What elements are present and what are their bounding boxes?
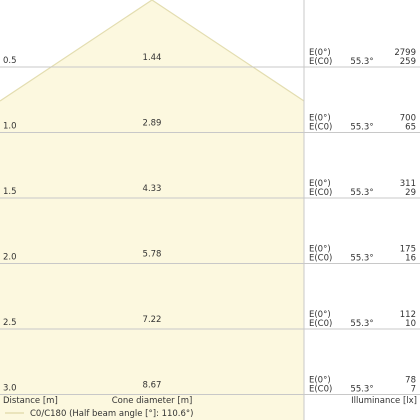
e0-label: E(0°) [309, 48, 331, 58]
cone-diameter-label: 8.67 [143, 381, 162, 391]
ec0-label: E(C0) [309, 123, 332, 133]
cone-diameter-label: 4.33 [143, 184, 162, 194]
illuminance-e0-value: 2799 [394, 48, 416, 58]
angle-label: 55.3° [350, 254, 373, 264]
ec0-label: E(C0) [309, 319, 332, 329]
angle-label: 55.3° [350, 57, 373, 67]
illuminance-e0-value: 175 [400, 245, 416, 255]
row-3.0: 3.0 8.67 E(0°)E(C0) 55.3° 787 [0, 376, 420, 395]
cone-fill [0, 0, 305, 420]
distance-label: 0.5 [3, 56, 17, 66]
distance-label: 1.0 [3, 122, 17, 132]
distance-axis-label: Distance [m] [3, 396, 58, 406]
illuminance-e0-value: 112 [400, 310, 416, 320]
illuminance-ec0-value: 7 [411, 385, 416, 395]
axis-labels: Distance [m] Cone diameter [m] Illuminan… [3, 396, 417, 406]
illuminance-ec0-value: 65 [405, 123, 416, 133]
distance-label: 1.5 [3, 187, 17, 197]
ec0-label: E(C0) [309, 188, 332, 198]
ec0-label: E(C0) [309, 385, 332, 395]
distance-label: 2.5 [3, 318, 17, 328]
ec0-label: E(C0) [309, 57, 332, 67]
e0-label: E(0°) [309, 376, 331, 386]
cone-diameter-label: 1.44 [143, 53, 162, 63]
distance-label: 2.0 [3, 253, 17, 263]
illuminance-ec0-value: 10 [405, 319, 416, 329]
distance-label: 3.0 [3, 384, 17, 394]
illuminance-ec0-value: 259 [400, 57, 416, 67]
angle-label: 55.3° [350, 123, 373, 133]
ec0-label: E(C0) [309, 254, 332, 264]
e0-label: E(0°) [309, 245, 331, 255]
e0-label: E(0°) [309, 179, 331, 189]
e0-label: E(0°) [309, 114, 331, 124]
illuminance-axis-label: Illuminance [lx] [351, 396, 417, 406]
e0-label: E(0°) [309, 310, 331, 320]
angle-label: 55.3° [350, 385, 373, 395]
legend: C0/C180 (Half beam angle [°]: 110.6°) [5, 409, 194, 419]
diameter-axis-label: Cone diameter [m] [112, 396, 193, 406]
cone-diameter-label: 2.89 [143, 119, 162, 129]
angle-label: 55.3° [350, 188, 373, 198]
illuminance-e0-value: 78 [405, 376, 416, 386]
illuminance-ec0-value: 16 [405, 254, 416, 264]
illuminance-e0-value: 311 [400, 179, 416, 189]
cone-diameter-label: 7.22 [143, 315, 162, 325]
legend-label: C0/C180 (Half beam angle [°]: 110.6°) [30, 409, 194, 419]
cone-diameter-label: 5.78 [143, 250, 162, 260]
cone-area [0, 0, 304, 420]
angle-label: 55.3° [350, 319, 373, 329]
illuminance-e0-value: 700 [400, 114, 416, 124]
illuminance-ec0-value: 29 [405, 188, 416, 198]
